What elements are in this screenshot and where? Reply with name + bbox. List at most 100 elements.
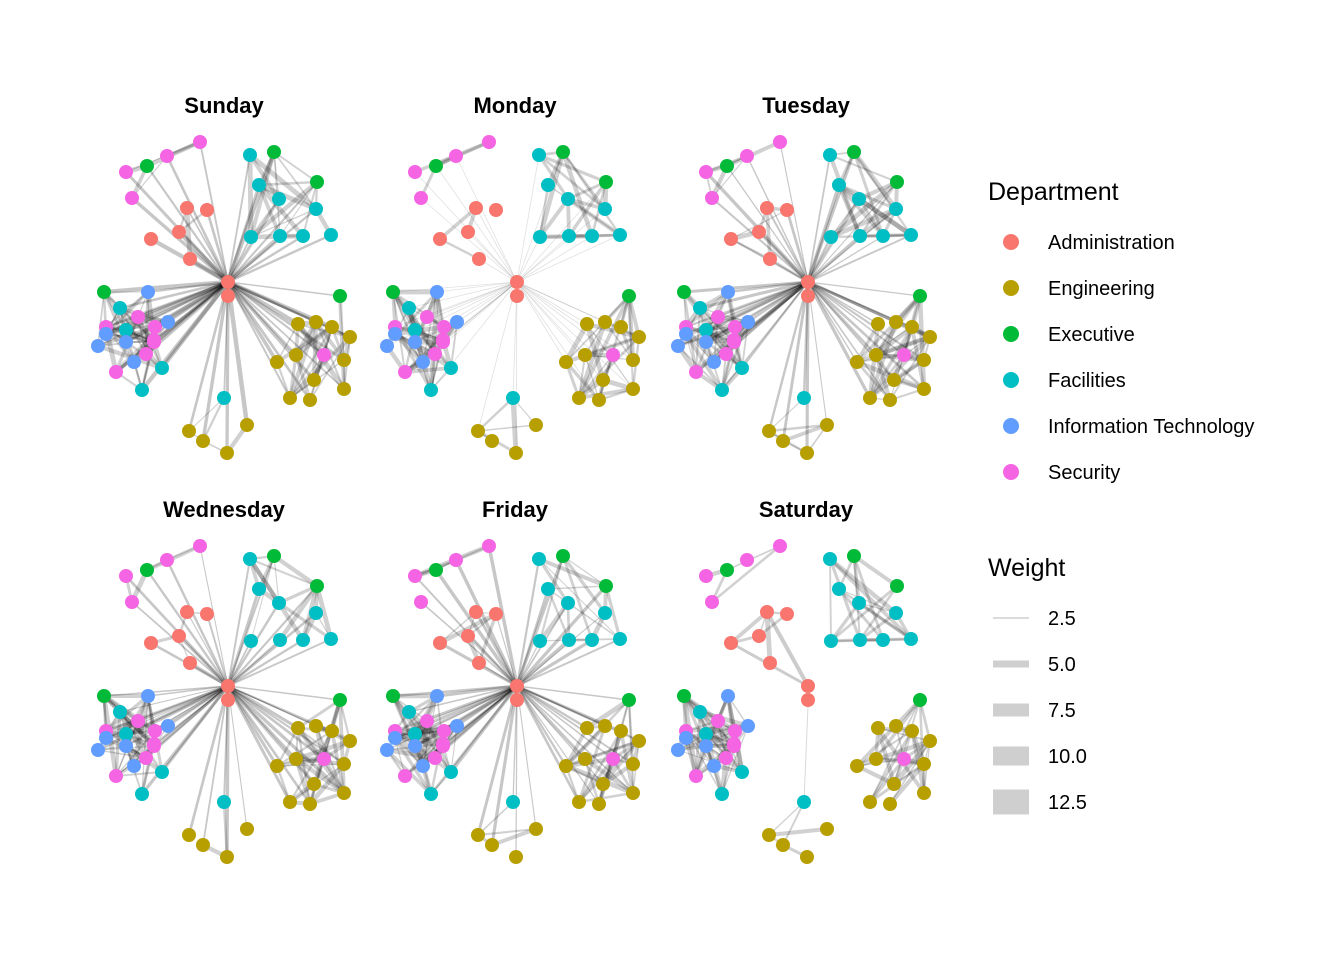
network-node — [131, 714, 145, 728]
network-node — [461, 225, 475, 239]
network-edge — [101, 279, 231, 295]
network-node — [598, 315, 612, 329]
network-node — [699, 727, 713, 741]
network-edge — [226, 584, 319, 688]
network-edge — [294, 757, 312, 806]
network-edge — [855, 335, 932, 364]
network-edge — [515, 281, 518, 454]
network-node — [871, 317, 885, 331]
network-node — [598, 202, 612, 216]
network-node — [289, 752, 303, 766]
network-node — [889, 606, 903, 620]
network-edge — [858, 180, 899, 238]
network-edge — [516, 151, 564, 283]
network-node — [863, 391, 877, 405]
network-edge — [807, 234, 912, 283]
network-node — [243, 148, 257, 162]
network-edge — [768, 397, 805, 432]
network-node — [801, 275, 815, 289]
network-node — [897, 348, 911, 362]
network-edge — [199, 545, 229, 687]
network-edge — [276, 323, 299, 363]
network-node — [324, 228, 338, 242]
network-node — [562, 633, 576, 647]
network-edge — [803, 705, 809, 803]
network-edge — [516, 685, 630, 701]
network-edge — [477, 612, 498, 665]
network-edge — [596, 728, 624, 807]
network-node — [380, 743, 394, 757]
network-edge — [584, 321, 606, 383]
network-node — [711, 714, 725, 728]
network-node — [887, 777, 901, 791]
network-node — [416, 355, 430, 369]
network-node — [270, 355, 284, 369]
network-node — [852, 192, 866, 206]
network-node — [125, 191, 139, 205]
network-node — [144, 232, 158, 246]
network-panel — [380, 135, 646, 460]
network-edge — [515, 684, 587, 761]
network-edge — [141, 695, 149, 795]
network-edge — [455, 155, 518, 283]
network-node — [309, 315, 323, 329]
network-node — [883, 797, 897, 811]
network-node — [429, 159, 443, 173]
network-node — [217, 795, 231, 809]
network-edge — [124, 684, 230, 736]
network-edge — [226, 280, 316, 382]
legend-dot-facilities — [1003, 372, 1019, 388]
network-node — [561, 192, 575, 206]
network-node — [140, 159, 154, 173]
network-node — [182, 424, 196, 438]
network-node — [720, 159, 734, 173]
legend-weight-label-5-0: 5.0 — [1048, 654, 1076, 676]
network-edge — [294, 353, 312, 402]
network-edge — [918, 698, 932, 743]
network-edge — [104, 694, 150, 733]
network-node — [904, 632, 918, 646]
legend-label-executive: Executive — [1048, 324, 1135, 346]
network-node — [317, 752, 331, 766]
network-edge — [868, 325, 914, 400]
network-edge — [807, 181, 898, 283]
network-edge — [309, 336, 351, 401]
network-node — [161, 315, 175, 329]
network-node — [847, 549, 861, 563]
legend-label-information-technology: Information Technology — [1048, 416, 1254, 438]
network-node — [200, 203, 214, 217]
network-edge — [516, 281, 600, 401]
network-edge — [516, 154, 540, 283]
network-edge — [868, 757, 906, 804]
network-edge — [227, 558, 251, 687]
network-edge — [584, 336, 640, 356]
network-edge — [227, 555, 275, 687]
network-edge — [868, 729, 914, 804]
network-edge — [439, 611, 477, 644]
network-edge — [314, 320, 346, 362]
network-edge — [393, 684, 519, 733]
network-node — [437, 724, 451, 738]
network-edge — [226, 684, 312, 806]
network-node — [863, 795, 877, 809]
network-edge — [577, 729, 623, 804]
network-node — [472, 252, 486, 266]
network-node — [337, 757, 351, 771]
network-edge — [247, 152, 282, 202]
network-edge — [136, 684, 230, 723]
network-edge — [476, 684, 519, 837]
network-node — [626, 757, 640, 771]
network-edge — [307, 761, 347, 807]
network-node — [760, 201, 774, 215]
network-edge — [857, 197, 885, 238]
network-edge — [538, 554, 565, 643]
network-edge — [391, 290, 437, 356]
network-node — [196, 838, 210, 852]
legend-dot-executive — [1003, 326, 1019, 342]
panel-title-saturday: Saturday — [759, 497, 854, 522]
network-edge — [187, 684, 230, 837]
network-edge — [257, 183, 282, 238]
network-edge — [160, 280, 230, 370]
network-edge — [476, 827, 538, 837]
